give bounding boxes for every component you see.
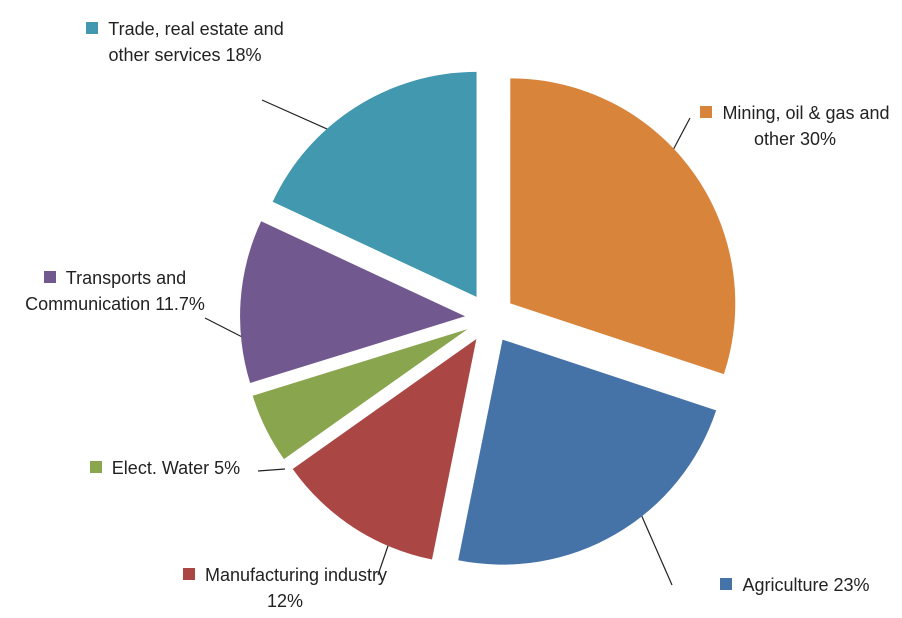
slice-label: Agriculture 23%: [690, 572, 900, 598]
value-label: 11.7%: [155, 294, 205, 314]
slice-label: Transports and Communication 11.7%: [5, 265, 225, 317]
pie-slice: [252, 329, 468, 460]
category-label: Trade, real estate and other services: [108, 19, 284, 65]
legend-marker: [720, 578, 733, 590]
category-label: Mining, oil & gas and other: [722, 103, 890, 149]
value-label: 18%: [225, 45, 262, 65]
value-label: 5%: [214, 458, 241, 478]
pie-slice: [292, 338, 477, 560]
leader-line: [639, 511, 673, 586]
slice-label: Elect. Water 5%: [50, 455, 280, 481]
legend-marker: [700, 106, 713, 118]
leader-line: [257, 468, 286, 472]
pie-slice: [510, 78, 736, 375]
pie-slice: [458, 339, 717, 565]
slice-label: Manufacturing industry 12%: [180, 562, 390, 614]
legend-marker: [43, 271, 56, 283]
legend-marker: [86, 22, 99, 34]
value-label: 23%: [833, 575, 870, 595]
pie-slice: [272, 71, 477, 297]
value-label: 12%: [266, 591, 304, 611]
leader-line: [671, 117, 691, 153]
value-label: 30%: [800, 129, 837, 149]
category-label: Elect. Water: [111, 458, 210, 478]
slice-label: Trade, real estate and other services 18…: [70, 16, 300, 68]
category-label: Manufacturing industry: [204, 565, 388, 585]
legend-marker: [89, 461, 102, 473]
pie-slice: [240, 221, 466, 383]
category-label: Agriculture: [742, 575, 829, 595]
slice-label: Mining, oil & gas and other 30%: [690, 100, 900, 152]
category-label: Transports and Communication: [25, 268, 187, 314]
legend-marker: [182, 568, 195, 580]
